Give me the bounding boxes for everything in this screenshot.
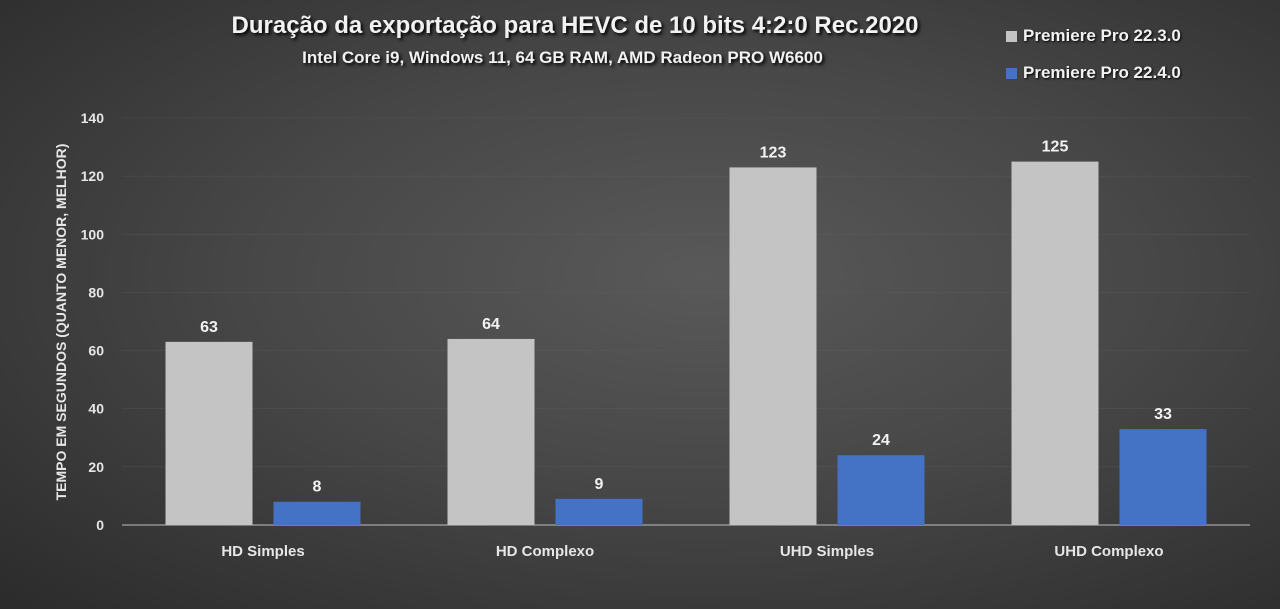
y-tick-label: 60 [88, 343, 104, 359]
y-tick-label: 140 [81, 110, 105, 126]
data-label: 9 [595, 476, 604, 493]
x-tick-label: UHD Complexo [1054, 543, 1163, 560]
bar-22-4-0 [555, 498, 643, 525]
data-label: 125 [1042, 139, 1069, 156]
y-tick-label: 80 [88, 284, 104, 300]
bar-22-3-0 [447, 338, 535, 525]
legend-label: Premiere Pro 22.4.0 [1023, 63, 1181, 82]
bar-22-3-0 [729, 167, 817, 525]
legend-swatch [1006, 30, 1017, 42]
y-tick-label: 40 [88, 401, 104, 417]
y-tick-label: 20 [88, 459, 104, 475]
chart-title: Duração da exportação para HEVC de 10 bi… [231, 12, 919, 39]
legend-label: Premiere Pro 22.3.0 [1023, 26, 1181, 45]
bar-22-4-0 [1119, 429, 1207, 525]
data-label: 123 [760, 144, 787, 161]
y-tick-label: 120 [81, 168, 105, 184]
bar-22-3-0 [1011, 161, 1099, 525]
legend-swatch [1006, 67, 1017, 79]
legend-item-0: Premiere Pro 22.3.0 [1006, 25, 1181, 47]
data-label: 64 [482, 316, 500, 333]
data-label: 24 [872, 432, 890, 449]
x-tick-label: UHD Simples [780, 543, 874, 560]
bar-22-3-0 [165, 341, 253, 525]
x-tick-label: HD Complexo [496, 543, 594, 560]
data-label: 33 [1154, 406, 1172, 423]
legend-item-1: Premiere Pro 22.4.0 [1006, 62, 1181, 84]
legend: Premiere Pro 22.3.0 Premiere Pro 22.4.0 [1006, 25, 1181, 99]
bar-22-4-0 [837, 455, 925, 525]
y-tick-label: 0 [96, 517, 104, 533]
data-label: 63 [200, 319, 218, 336]
bar-22-4-0 [273, 501, 361, 525]
y-tick-label: 100 [81, 226, 105, 242]
x-tick-label: HD Simples [221, 543, 304, 560]
data-label: 8 [313, 479, 322, 496]
chart-subtitle: Intel Core i9, Windows 11, 64 GB RAM, AM… [302, 48, 823, 67]
y-axis-title: TEMPO EM SEGUNDOS (QUANTO MENOR, MELHOR) [53, 144, 69, 501]
